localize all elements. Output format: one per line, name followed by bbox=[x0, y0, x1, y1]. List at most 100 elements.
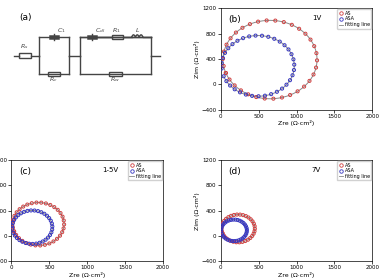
Point bbox=[233, 240, 239, 244]
Point bbox=[252, 33, 258, 38]
Point bbox=[243, 214, 249, 218]
Point bbox=[38, 210, 44, 214]
Point bbox=[221, 235, 227, 240]
Point bbox=[219, 223, 225, 228]
Point bbox=[277, 39, 283, 44]
Point bbox=[225, 237, 231, 242]
Point bbox=[223, 217, 229, 221]
Point bbox=[226, 77, 233, 82]
Point bbox=[18, 211, 24, 215]
Text: (c): (c) bbox=[19, 167, 31, 176]
Point bbox=[55, 208, 61, 212]
Point bbox=[10, 220, 16, 225]
Point bbox=[220, 221, 226, 225]
Point bbox=[279, 95, 285, 100]
Point bbox=[14, 210, 20, 215]
Point bbox=[16, 238, 22, 242]
Point bbox=[302, 31, 309, 36]
Point bbox=[43, 201, 49, 206]
Point bbox=[234, 39, 241, 43]
Point bbox=[26, 242, 32, 246]
Point bbox=[228, 214, 234, 218]
Point bbox=[301, 84, 307, 89]
Text: 1-5V: 1-5V bbox=[102, 167, 119, 173]
Point bbox=[14, 236, 20, 240]
Point bbox=[49, 221, 55, 226]
Point bbox=[291, 68, 297, 72]
Point bbox=[19, 240, 25, 244]
Text: (d): (d) bbox=[228, 167, 241, 176]
Point bbox=[228, 36, 234, 41]
Point bbox=[250, 219, 256, 224]
Point bbox=[268, 92, 274, 96]
Point bbox=[259, 34, 265, 38]
Point bbox=[234, 212, 240, 217]
Point bbox=[249, 234, 255, 238]
Point bbox=[223, 43, 230, 47]
Point bbox=[313, 65, 319, 70]
Legend: AS, ASA, fitting line: AS, ASA, fitting line bbox=[337, 161, 371, 180]
Point bbox=[272, 18, 279, 23]
Point bbox=[51, 239, 57, 244]
Bar bbox=[109, 72, 122, 76]
Point bbox=[222, 220, 228, 225]
Point bbox=[28, 208, 34, 213]
Point bbox=[252, 229, 258, 234]
Point bbox=[36, 240, 43, 245]
Point bbox=[48, 230, 54, 235]
Point bbox=[33, 241, 39, 246]
Point bbox=[17, 207, 23, 212]
Point bbox=[311, 44, 317, 48]
Point bbox=[61, 218, 67, 223]
Point bbox=[223, 71, 229, 75]
Point bbox=[11, 218, 17, 222]
Point bbox=[287, 93, 293, 97]
Point bbox=[270, 96, 276, 101]
Text: $L$: $L$ bbox=[135, 26, 140, 34]
Point bbox=[61, 222, 67, 227]
Point bbox=[218, 227, 224, 232]
Point bbox=[237, 212, 243, 217]
Point bbox=[223, 235, 229, 240]
Point bbox=[37, 243, 43, 248]
Point bbox=[230, 240, 236, 244]
Point bbox=[29, 201, 35, 205]
Point bbox=[220, 222, 226, 226]
Point bbox=[10, 217, 16, 222]
Point bbox=[262, 96, 268, 101]
Point bbox=[310, 72, 317, 77]
Point bbox=[48, 219, 54, 223]
Point bbox=[265, 34, 271, 39]
Point bbox=[253, 95, 259, 99]
Point bbox=[243, 92, 249, 97]
Point bbox=[240, 213, 246, 217]
Point bbox=[21, 210, 27, 214]
Point bbox=[223, 236, 229, 241]
Point bbox=[274, 90, 280, 94]
Point bbox=[20, 204, 26, 209]
Point bbox=[242, 239, 249, 243]
Y-axis label: Zim (Ω·cm²): Zim (Ω·cm²) bbox=[194, 40, 200, 78]
Point bbox=[231, 83, 238, 88]
Point bbox=[22, 241, 28, 245]
Text: (a): (a) bbox=[19, 13, 32, 23]
Point bbox=[307, 37, 314, 42]
Point bbox=[244, 226, 250, 230]
Point bbox=[35, 209, 41, 213]
Point bbox=[219, 231, 225, 235]
Point bbox=[57, 211, 63, 215]
Text: $C_1$: $C_1$ bbox=[57, 26, 65, 35]
Point bbox=[223, 71, 229, 75]
Point bbox=[288, 52, 294, 56]
Point bbox=[11, 214, 17, 218]
Point bbox=[24, 202, 30, 207]
Point bbox=[250, 232, 256, 236]
Point bbox=[42, 243, 48, 247]
Bar bbox=[112, 35, 123, 39]
Point bbox=[13, 215, 19, 220]
Text: 7V: 7V bbox=[312, 167, 321, 173]
X-axis label: Zre (Ω·cm²): Zre (Ω·cm²) bbox=[279, 120, 315, 126]
Point bbox=[15, 213, 21, 217]
Point bbox=[60, 226, 66, 231]
Point bbox=[243, 231, 249, 236]
